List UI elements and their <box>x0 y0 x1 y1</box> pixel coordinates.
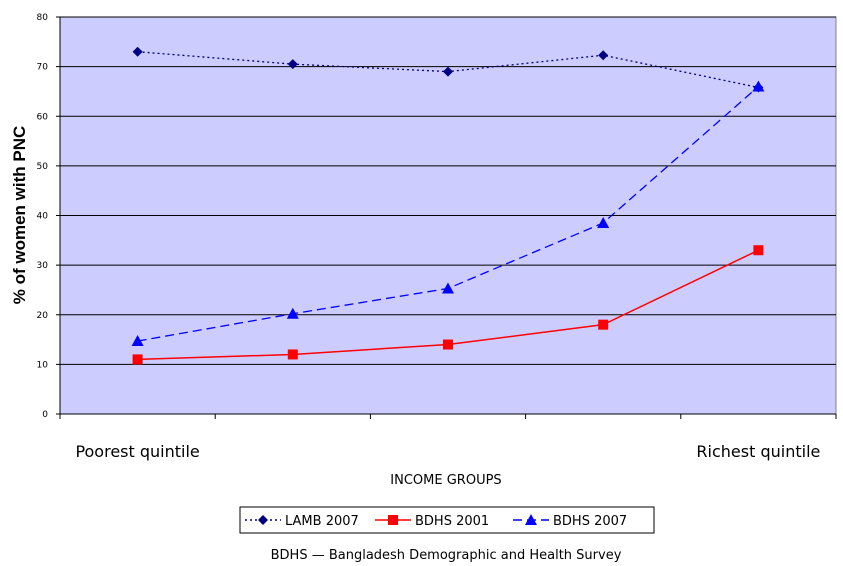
data-point <box>287 59 298 70</box>
legend-marker <box>525 514 537 525</box>
series-bdhs-2001 <box>132 245 764 365</box>
data-point <box>598 319 609 330</box>
footnote: BDHS — Bangladesh Demographic and Health… <box>271 548 622 563</box>
legend-entry: BDHS 2007 <box>513 514 627 529</box>
legend-marker <box>388 515 398 525</box>
x-tick-label: Richest quintile <box>696 442 820 461</box>
data-point <box>131 335 144 347</box>
y-tick-label: 50 <box>37 162 49 172</box>
legend-label: BDHS 2007 <box>553 514 627 529</box>
y-tick-label: 40 <box>37 212 49 222</box>
y-tick-label: 60 <box>37 112 49 122</box>
data-point <box>286 307 299 319</box>
legend: LAMB 2007 BDHS 2001 BDHS 2007 <box>239 506 655 534</box>
y-tick-label: 0 <box>42 410 48 420</box>
y-axis-label: % of women with PNC <box>10 126 29 305</box>
data-point <box>287 349 298 360</box>
x-axis-label: INCOME GROUPS <box>390 473 501 488</box>
data-point <box>132 46 143 57</box>
data-point <box>443 339 453 350</box>
data-point <box>752 80 765 92</box>
legend-label: BDHS 2001 <box>415 514 489 529</box>
data-point <box>443 66 453 77</box>
series-bdhs-2007 <box>131 80 765 347</box>
data-point <box>597 216 610 228</box>
legend-label: LAMB 2007 <box>285 514 359 529</box>
data-point <box>132 354 143 365</box>
y-tick-label: 10 <box>37 360 49 370</box>
y-tick-label: 20 <box>37 311 49 321</box>
data-point <box>598 50 609 61</box>
legend-entry: LAMB 2007 <box>245 514 359 529</box>
y-tick-label: 70 <box>37 63 49 73</box>
y-tick-label: 80 <box>37 13 49 23</box>
legend-entry: BDHS 2001 <box>375 514 489 529</box>
data-point <box>753 245 764 256</box>
data-point <box>442 282 454 294</box>
legend-box <box>239 506 655 534</box>
y-tick-label: 30 <box>37 261 49 271</box>
legend-marker <box>258 515 268 525</box>
x-tick-label: Poorest quintile <box>75 442 199 461</box>
